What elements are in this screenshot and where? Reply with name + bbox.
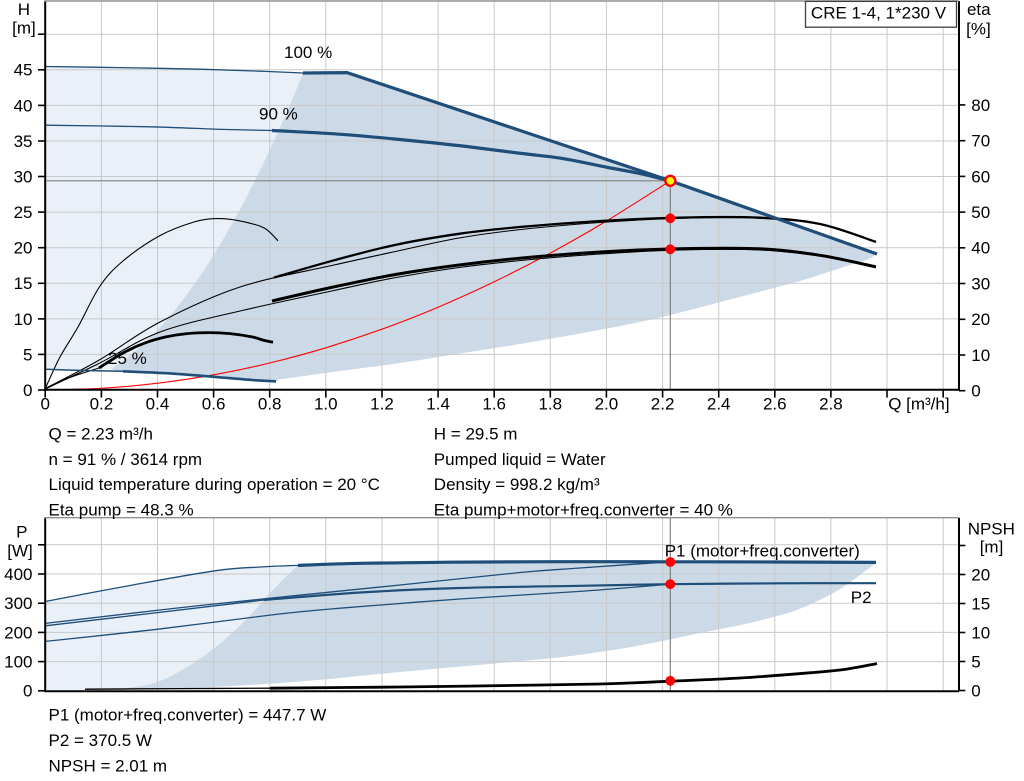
svg-text:5: 5 — [23, 345, 32, 364]
svg-text:20: 20 — [14, 239, 33, 258]
svg-text:5: 5 — [971, 652, 980, 671]
svg-text:45: 45 — [14, 61, 33, 80]
svg-text:60: 60 — [971, 167, 990, 186]
svg-text:40: 40 — [971, 239, 990, 258]
svg-text:1.6: 1.6 — [482, 395, 506, 414]
svg-text:Liquid temperature during oper: Liquid temperature during operation = 20… — [49, 475, 380, 494]
svg-text:Density = 998.2 kg/m³: Density = 998.2 kg/m³ — [434, 475, 600, 494]
svg-text:20: 20 — [971, 565, 990, 584]
svg-text:[m]: [m] — [12, 19, 36, 38]
svg-text:10: 10 — [14, 310, 33, 329]
svg-text:0: 0 — [23, 381, 32, 400]
svg-text:0: 0 — [971, 681, 980, 700]
svg-text:2.8: 2.8 — [819, 395, 843, 414]
svg-text:2.2: 2.2 — [651, 395, 675, 414]
svg-text:2.6: 2.6 — [763, 395, 787, 414]
svg-text:NPSH = 2.01 m: NPSH = 2.01 m — [49, 757, 168, 776]
svg-text:2.4: 2.4 — [707, 395, 731, 414]
svg-text:25: 25 — [14, 203, 33, 222]
svg-text:15: 15 — [14, 274, 33, 293]
svg-text:Q = 2.23 m³/h: Q = 2.23 m³/h — [49, 425, 153, 444]
svg-text:[%]: [%] — [966, 20, 991, 39]
svg-text:P2: P2 — [851, 588, 872, 607]
svg-text:Eta pump = 48.3 %: Eta pump = 48.3 % — [49, 500, 194, 519]
svg-text:Pumped liquid = Water: Pumped liquid = Water — [434, 450, 606, 469]
svg-text:40: 40 — [14, 96, 33, 115]
svg-text:P1 (motor+freq.converter): P1 (motor+freq.converter) — [665, 542, 860, 561]
svg-text:n = 91 % / 3614 rpm: n = 91 % / 3614 rpm — [49, 450, 203, 469]
svg-text:0.2: 0.2 — [90, 395, 114, 414]
svg-text:100 %: 100 % — [284, 43, 332, 62]
svg-text:50: 50 — [971, 203, 990, 222]
svg-text:0: 0 — [971, 382, 980, 401]
svg-text:eta: eta — [967, 0, 991, 19]
svg-text:0.4: 0.4 — [146, 395, 170, 414]
svg-text:80: 80 — [971, 96, 990, 115]
svg-text:35: 35 — [14, 132, 33, 151]
svg-text:300: 300 — [4, 594, 32, 613]
svg-text:10: 10 — [971, 346, 990, 365]
svg-text:400: 400 — [4, 565, 32, 584]
svg-text:H = 29.5 m: H = 29.5 m — [434, 425, 518, 444]
svg-text:1.8: 1.8 — [538, 395, 562, 414]
svg-text:0: 0 — [40, 395, 49, 414]
svg-text:Q [m³/h]: Q [m³/h] — [888, 395, 949, 414]
svg-text:200: 200 — [4, 623, 32, 642]
svg-text:1.0: 1.0 — [314, 395, 338, 414]
svg-text:30: 30 — [14, 167, 33, 186]
svg-text:[m]: [m] — [980, 538, 1004, 557]
svg-text:[W]: [W] — [7, 542, 33, 561]
svg-text:CRE 1-4, 1*230 V: CRE 1-4, 1*230 V — [811, 4, 947, 23]
svg-text:1.2: 1.2 — [370, 395, 394, 414]
svg-text:1.4: 1.4 — [426, 395, 450, 414]
svg-text:H: H — [18, 0, 30, 19]
svg-text:10: 10 — [971, 623, 990, 642]
svg-text:0: 0 — [23, 682, 32, 701]
svg-text:30: 30 — [971, 274, 990, 293]
svg-text:15: 15 — [971, 594, 990, 613]
svg-text:P2 = 370.5 W: P2 = 370.5 W — [49, 731, 152, 750]
svg-text:NPSH: NPSH — [968, 519, 1015, 538]
svg-text:25 %: 25 % — [108, 349, 147, 368]
svg-text:2.0: 2.0 — [595, 395, 619, 414]
svg-text:P1 (motor+freq.converter) = 44: P1 (motor+freq.converter) = 447.7 W — [49, 705, 327, 724]
svg-text:P: P — [16, 523, 27, 542]
svg-text:90 %: 90 % — [259, 105, 298, 124]
svg-text:0.6: 0.6 — [202, 395, 226, 414]
svg-text:70: 70 — [971, 132, 990, 151]
svg-text:20: 20 — [971, 310, 990, 329]
svg-text:0.8: 0.8 — [258, 395, 282, 414]
svg-text:Eta pump+motor+freq.converter: Eta pump+motor+freq.converter = 40 % — [434, 500, 733, 519]
svg-text:100: 100 — [4, 653, 32, 672]
